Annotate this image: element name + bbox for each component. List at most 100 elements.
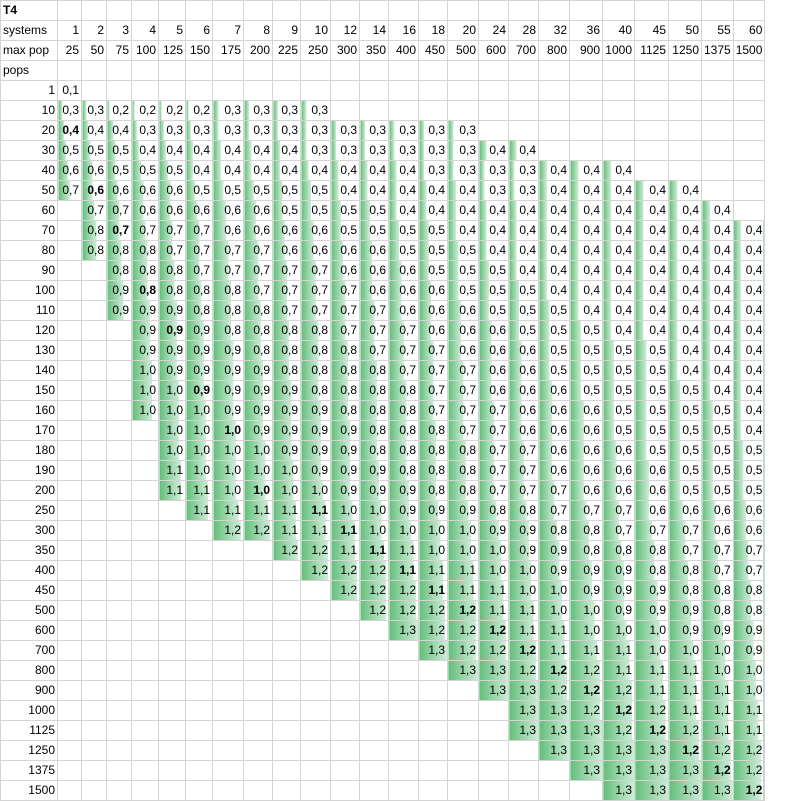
value-cell[interactable]: [243, 660, 273, 681]
value-cell[interactable]: 0,8: [447, 440, 479, 461]
value-cell[interactable]: 0,5: [668, 480, 702, 501]
maxpop-cell[interactable]: 200: [243, 40, 273, 61]
value-cell[interactable]: 0,9: [634, 600, 669, 621]
empty-cell[interactable]: [634, 60, 669, 81]
value-cell[interactable]: [732, 100, 766, 121]
value-cell[interactable]: 0,6: [158, 180, 186, 201]
empty-cell[interactable]: [57, 0, 82, 21]
value-cell[interactable]: 1,1: [158, 480, 186, 501]
value-cell[interactable]: 0,7: [330, 280, 360, 301]
value-cell[interactable]: 0,4: [569, 280, 603, 301]
value-cell[interactable]: 0,4: [418, 180, 448, 201]
value-cell[interactable]: [185, 660, 213, 681]
maxpop-cell[interactable]: 150: [185, 40, 213, 61]
value-cell[interactable]: [300, 680, 331, 701]
value-cell[interactable]: 0,6: [300, 220, 331, 241]
value-cell[interactable]: 1,3: [538, 740, 570, 761]
value-cell[interactable]: 0,4: [602, 220, 635, 241]
pops-row-label[interactable]: 20: [0, 120, 58, 141]
value-cell[interactable]: 0,7: [447, 420, 479, 441]
value-cell[interactable]: 0,9: [131, 320, 159, 341]
value-cell[interactable]: 0,4: [243, 160, 273, 181]
value-cell[interactable]: 0,9: [131, 300, 159, 321]
value-cell[interactable]: 0,6: [701, 520, 734, 541]
value-cell[interactable]: 0,5: [478, 280, 509, 301]
value-cell[interactable]: [57, 320, 82, 341]
value-cell[interactable]: [634, 140, 669, 161]
value-cell[interactable]: 1,0: [212, 480, 244, 501]
value-cell[interactable]: 1,1: [330, 540, 360, 561]
value-cell[interactable]: [185, 700, 213, 721]
value-cell[interactable]: 0,4: [634, 240, 669, 261]
value-cell[interactable]: 0,5: [634, 420, 669, 441]
value-cell[interactable]: 0,6: [243, 220, 273, 241]
value-cell[interactable]: [81, 680, 107, 701]
maxpop-cell[interactable]: 100: [131, 40, 159, 61]
value-cell[interactable]: 0,8: [300, 320, 331, 341]
value-cell[interactable]: 0,6: [81, 180, 107, 201]
value-cell[interactable]: 0,9: [569, 580, 603, 601]
value-cell[interactable]: [447, 100, 479, 121]
empty-cell[interactable]: [538, 60, 570, 81]
value-cell[interactable]: 0,4: [634, 220, 669, 241]
value-cell[interactable]: [106, 680, 132, 701]
value-cell[interactable]: 0,8: [701, 580, 734, 601]
value-cell[interactable]: 0,8: [602, 540, 635, 561]
systems-cell[interactable]: 7: [212, 20, 244, 41]
systems-cell[interactable]: 14: [359, 20, 389, 41]
value-cell[interactable]: 1,2: [701, 740, 734, 761]
value-cell[interactable]: 0,5: [330, 220, 360, 241]
value-cell[interactable]: 0,5: [330, 200, 360, 221]
value-cell[interactable]: [243, 620, 273, 641]
value-cell[interactable]: 0,8: [359, 380, 389, 401]
value-cell[interactable]: [185, 740, 213, 761]
value-cell[interactable]: 0,7: [538, 500, 570, 521]
value-cell[interactable]: [185, 600, 213, 621]
value-cell[interactable]: [212, 680, 244, 701]
value-cell[interactable]: 1,0: [131, 400, 159, 421]
value-cell[interactable]: 0,9: [668, 620, 702, 641]
value-cell[interactable]: 0,4: [569, 300, 603, 321]
value-cell[interactable]: 0,4: [538, 220, 570, 241]
value-cell[interactable]: 0,4: [668, 260, 702, 281]
value-cell[interactable]: [57, 500, 82, 521]
value-cell[interactable]: 1,0: [185, 440, 213, 461]
value-cell[interactable]: [732, 140, 766, 161]
value-cell[interactable]: [418, 740, 448, 761]
value-cell[interactable]: 0,3: [300, 140, 331, 161]
value-cell[interactable]: [131, 760, 159, 781]
value-cell[interactable]: 0,7: [330, 320, 360, 341]
value-cell[interactable]: [243, 560, 273, 581]
value-cell[interactable]: 0,8: [243, 300, 273, 321]
value-cell[interactable]: 0,9: [158, 360, 186, 381]
value-cell[interactable]: [478, 80, 509, 101]
value-cell[interactable]: 0,8: [418, 440, 448, 461]
value-cell[interactable]: 0,7: [538, 480, 570, 501]
value-cell[interactable]: [131, 640, 159, 661]
value-cell[interactable]: [359, 780, 389, 801]
maxpop-cell[interactable]: 1375: [701, 40, 734, 61]
value-cell[interactable]: 0,8: [81, 220, 107, 241]
value-cell[interactable]: 0,5: [243, 180, 273, 201]
value-cell[interactable]: 1,2: [668, 720, 702, 741]
value-cell[interactable]: 0,8: [478, 500, 509, 521]
pops-label[interactable]: pops: [0, 60, 58, 81]
value-cell[interactable]: 0,4: [538, 180, 570, 201]
systems-cell[interactable]: 45: [634, 20, 669, 41]
value-cell[interactable]: 0,5: [81, 140, 107, 161]
value-cell[interactable]: 0,3: [418, 140, 448, 161]
value-cell[interactable]: 0,7: [359, 300, 389, 321]
value-cell[interactable]: 1,0: [732, 660, 766, 681]
value-cell[interactable]: 0,6: [158, 200, 186, 221]
value-cell[interactable]: 0,6: [634, 460, 669, 481]
value-cell[interactable]: [447, 680, 479, 701]
maxpop-cell[interactable]: 700: [508, 40, 539, 61]
pops-row-label[interactable]: 500: [0, 600, 58, 621]
empty-cell[interactable]: [418, 60, 448, 81]
value-cell[interactable]: [447, 80, 479, 101]
value-cell[interactable]: [447, 720, 479, 741]
pops-row-label[interactable]: 1375: [0, 760, 58, 781]
value-cell[interactable]: 0,4: [243, 140, 273, 161]
value-cell[interactable]: 1,2: [388, 600, 419, 621]
value-cell[interactable]: [158, 620, 186, 641]
